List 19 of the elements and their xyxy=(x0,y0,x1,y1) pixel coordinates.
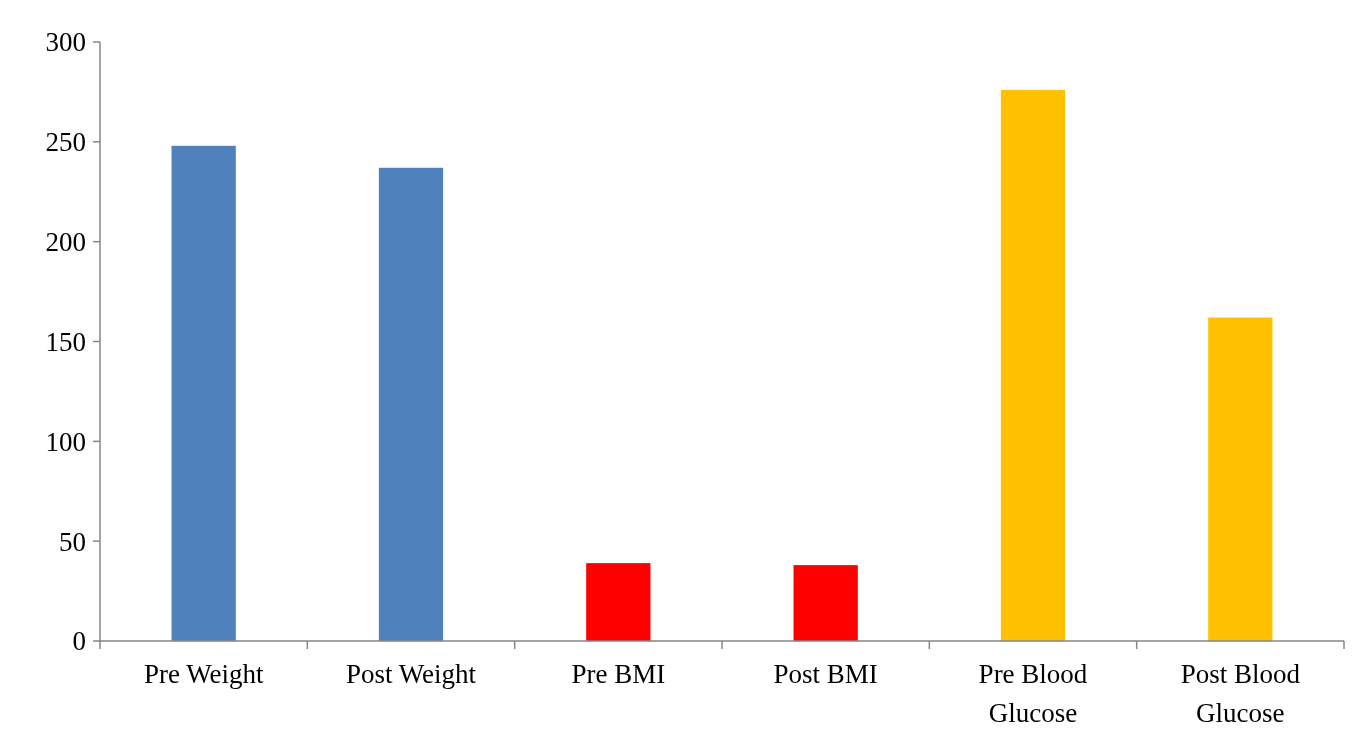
bar xyxy=(1208,317,1273,641)
bar xyxy=(171,145,236,641)
bar xyxy=(378,167,444,641)
x-tick-label: Pre BMI xyxy=(571,659,666,689)
y-tick-label: 0 xyxy=(72,626,86,657)
bar xyxy=(586,563,651,641)
bar xyxy=(793,565,858,641)
y-tick-label: 150 xyxy=(45,326,86,357)
y-tick-label: 300 xyxy=(45,27,86,58)
x-tick-label: Post Blood Glucose xyxy=(1180,659,1301,728)
bar xyxy=(1000,89,1066,641)
y-tick-label: 50 xyxy=(59,526,86,557)
y-tick-label: 250 xyxy=(45,127,86,158)
x-tick-label: Pre Blood Glucose xyxy=(978,659,1088,728)
y-tick-label: 100 xyxy=(45,426,86,457)
y-tick-label: 200 xyxy=(45,227,86,258)
x-tick-label: Pre Weight xyxy=(143,659,264,689)
x-tick-label: Post BMI xyxy=(773,659,878,689)
x-tick-label: Post Weight xyxy=(345,659,477,689)
